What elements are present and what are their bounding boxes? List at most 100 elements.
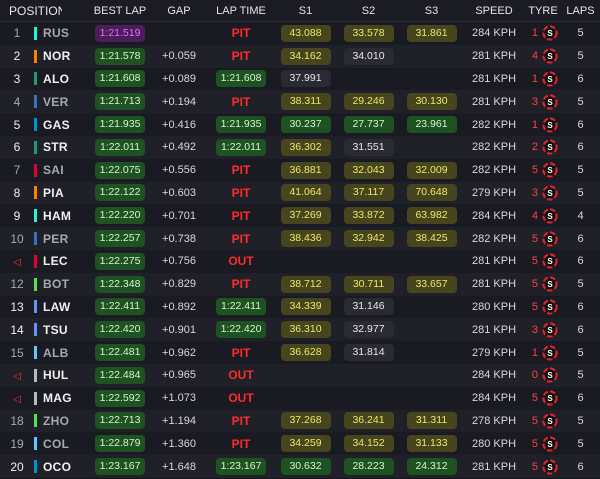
laps-cell: 6: [577, 118, 584, 131]
table-row[interactable]: 4 VER 1:21.713 +0.194 PIT 38.311 29.246 30.130 2…: [0, 90, 600, 114]
s3-cell: 70.648: [400, 184, 463, 202]
s3-cell: 31.311: [400, 412, 463, 430]
laps-cell: 6: [577, 323, 584, 336]
svg-text:S: S: [547, 303, 553, 312]
best-lap-value: 1:22.481: [95, 344, 145, 362]
team-color-bar: [34, 391, 37, 405]
table-row[interactable]: 6 STR 1:22.011 +0.492 1:22.011 36.302 31.551 28…: [0, 135, 600, 159]
best-lap-cell: 1:22.257: [90, 230, 150, 248]
gap-cell: +0.059: [162, 50, 196, 63]
header-tyre[interactable]: TYRE: [528, 4, 558, 17]
svg-text:S: S: [547, 326, 553, 335]
driver-cell[interactable]: ALB: [34, 346, 90, 360]
table-row[interactable]: 5 GAS 1:21.935 +0.416 1:21.935 30.237 27.737 23…: [0, 113, 600, 136]
table-row[interactable]: 10 PER 1:22.257 +0.738 PIT 38.436 32.942 38.425…: [0, 227, 600, 250]
driver-cell[interactable]: ALO: [34, 72, 90, 86]
best-lap-cell: 1:22.348: [90, 275, 150, 293]
header-speed[interactable]: SPEED: [475, 4, 513, 17]
s1-value: 41.064: [280, 184, 331, 202]
driver-cell[interactable]: RUS: [34, 26, 90, 40]
lap-time-cell: 1:22.011: [208, 138, 274, 156]
soft-tyre-icon: S: [542, 322, 558, 338]
s3-cell: 30.130: [400, 93, 463, 111]
laps-cell: 5: [577, 27, 584, 40]
table-row[interactable]: 13 LAW 1:22.411 +0.892 1:22.411 34.339 31.146 2…: [0, 295, 600, 319]
s1-cell: 36.302: [274, 138, 337, 156]
table-row[interactable]: 7 SAI 1:22.075 +0.556 PIT 36.881 32.043 32.009 2…: [0, 158, 600, 182]
tyre-age: 4: [531, 209, 538, 222]
driver-code: STR: [43, 140, 68, 155]
header-position[interactable]: POSITION: [9, 3, 62, 18]
header-s1[interactable]: S1: [298, 4, 313, 17]
driver-cell[interactable]: VER: [34, 95, 90, 109]
table-row[interactable]: 20 OCO 1:23.167 +1.648 1:23.167 30.632 28.223 2…: [0, 455, 600, 478]
speed-cell: 279 KPH: [471, 186, 517, 199]
driver-cell[interactable]: PIA: [34, 186, 90, 200]
svg-text:S: S: [547, 29, 553, 38]
tyre-age: 1: [531, 118, 538, 131]
s3-cell: 31.133: [400, 435, 463, 453]
driver-cell[interactable]: BOT: [34, 277, 90, 291]
s3-cell: 31.861: [400, 24, 463, 42]
tyre-age: 5: [531, 437, 538, 450]
table-row[interactable]: 15 ALB 1:22.481 +0.962 PIT 36.628 31.814 279 KP…: [0, 341, 600, 364]
driver-cell[interactable]: TSU: [34, 323, 90, 337]
driver-cell[interactable]: PER: [34, 232, 90, 246]
table-row[interactable]: ◁ HUL 1:22.484 +0.965 OUT 284 KPH 0 S 5: [0, 363, 600, 387]
position-cell: 20: [10, 459, 24, 474]
driver-cell[interactable]: OCO: [34, 460, 90, 474]
table-row[interactable]: 9 HAM 1:22.220 +0.701 PIT 37.269 33.872 63.982 2…: [0, 204, 600, 228]
laps-cell: 5: [577, 346, 584, 359]
s1-cell: 34.339: [274, 298, 337, 316]
svg-text:S: S: [547, 52, 553, 61]
driver-cell[interactable]: COL: [34, 437, 90, 451]
table-row[interactable]: 12 BOT 1:22.348 +0.829 PIT 38.712 30.711 33.657…: [0, 272, 600, 296]
table-row[interactable]: ◁ LEC 1:22.275 +0.756 OUT 281 KPH 5 S 6: [0, 249, 600, 273]
driver-code: LEC: [43, 254, 68, 269]
best-lap-value: 1:22.075: [95, 161, 145, 179]
lap-time-cell: PIT: [208, 437, 274, 451]
driver-cell[interactable]: MAG: [34, 391, 90, 405]
header-s2[interactable]: S2: [361, 4, 376, 17]
driver-cell[interactable]: GAS: [34, 118, 90, 132]
driver-cell[interactable]: HUL: [34, 368, 90, 382]
table-row[interactable]: 18 ZHO 1:22.713 +1.194 PIT 37.268 36.241 31.311…: [0, 409, 600, 433]
driver-cell[interactable]: SAI: [34, 163, 90, 177]
table-row[interactable]: 3 ALO 1:21.608 +0.089 1:21.608 37.991 281 KPH 1…: [0, 67, 600, 91]
header-lap-time[interactable]: LAP TIME: [216, 4, 266, 17]
header-gap[interactable]: GAP: [167, 4, 191, 17]
team-color-bar: [34, 186, 37, 200]
header-s3[interactable]: S3: [424, 4, 439, 17]
driver-cell[interactable]: ZHO: [34, 414, 90, 428]
best-lap-cell: 1:22.011: [90, 138, 150, 156]
driver-cell[interactable]: STR: [34, 140, 90, 154]
best-lap-value: 1:22.275: [95, 252, 145, 270]
table-row[interactable]: 1 RUS 1:21.519 PIT 43.088 33.578 31.861 284 KPH…: [0, 22, 600, 45]
soft-tyre-icon: S: [542, 367, 558, 383]
table-row[interactable]: 14 TSU 1:22.420 +0.901 1:22.420 36.310 32.977 2…: [0, 318, 600, 342]
lap-status: PIT: [231, 436, 251, 451]
s1-value: 38.712: [280, 275, 331, 293]
table-row[interactable]: ◁ MAG 1:22.592 +1.073 OUT 284 KPH 5 S 6: [0, 386, 600, 410]
s2-value: 36.241: [343, 412, 394, 430]
driver-code: LAW: [43, 299, 71, 314]
header-laps[interactable]: LAPS: [566, 4, 595, 17]
position-cell: 4: [13, 94, 21, 109]
svg-text:S: S: [547, 189, 553, 198]
tyre-age: 5: [531, 300, 538, 313]
header-best-lap[interactable]: BEST LAP: [93, 4, 147, 17]
laps-cell: 5: [577, 369, 584, 382]
table-row[interactable]: 19 COL 1:22.879 +1.360 PIT 34.259 34.152 31.133…: [0, 432, 600, 456]
driver-cell[interactable]: NOR: [34, 49, 90, 63]
driver-cell[interactable]: LAW: [34, 300, 90, 314]
table-row[interactable]: 2 NOR 1:21.578 +0.059 PIT 34.162 34.010 281 KPH…: [0, 44, 600, 68]
lap-status: OUT: [228, 254, 254, 269]
driver-cell[interactable]: HAM: [34, 209, 90, 223]
svg-text:S: S: [547, 212, 553, 221]
table-row[interactable]: 8 PIA 1:22.122 +0.603 PIT 41.064 37.117 70.648 2…: [0, 181, 600, 205]
laps-cell: 5: [577, 414, 584, 427]
s2-value: 33.578: [343, 24, 394, 42]
driver-cell[interactable]: LEC: [34, 254, 90, 268]
